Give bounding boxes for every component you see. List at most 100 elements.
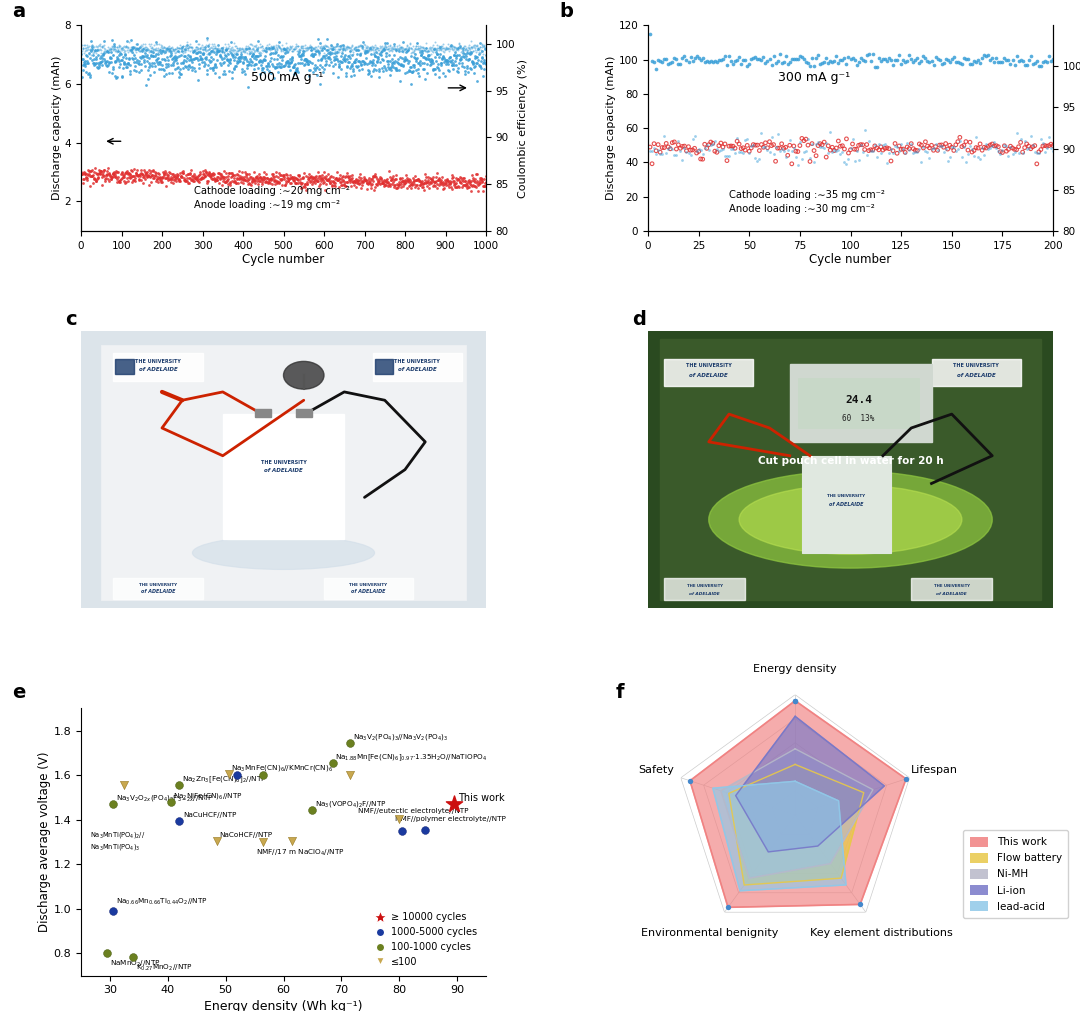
- Point: [399, 180, 416, 196]
- Point: [834, 52, 851, 68]
- Point: [448, 175, 465, 191]
- Point: [267, 43, 284, 60]
- Point: [186, 170, 203, 186]
- Point: [108, 169, 125, 185]
- Point: [237, 66, 254, 82]
- Point: [161, 41, 178, 58]
- Point: [346, 173, 363, 189]
- Point: [324, 755, 341, 771]
- Point: [292, 171, 309, 187]
- Point: [264, 56, 281, 72]
- Point: [320, 45, 337, 62]
- Point: [311, 171, 328, 187]
- Point: [181, 166, 199, 182]
- Point: [103, 50, 120, 66]
- Point: [899, 139, 916, 155]
- Point: [305, 169, 322, 185]
- Point: [387, 171, 404, 187]
- Point: [279, 43, 296, 60]
- Point: [773, 135, 791, 152]
- Point: [391, 811, 408, 827]
- Point: [393, 40, 410, 57]
- Point: [238, 39, 255, 56]
- Point: [81, 69, 98, 85]
- Point: [265, 58, 282, 74]
- Point: [98, 43, 116, 60]
- Point: [116, 167, 133, 183]
- Point: [698, 136, 715, 153]
- Point: [311, 61, 328, 77]
- Point: [808, 50, 825, 66]
- Point: [143, 48, 160, 64]
- Point: [248, 173, 266, 189]
- Point: [130, 167, 147, 183]
- Point: [79, 167, 96, 183]
- Point: [99, 43, 117, 60]
- Point: [243, 48, 260, 64]
- Point: [927, 50, 944, 66]
- Point: [229, 42, 246, 59]
- Point: [720, 49, 738, 65]
- Point: [222, 173, 240, 189]
- Point: [446, 796, 463, 812]
- Point: [448, 40, 465, 57]
- Point: [210, 41, 227, 58]
- Point: [127, 55, 145, 71]
- Point: [158, 66, 175, 82]
- Point: [445, 173, 462, 189]
- Point: [380, 48, 397, 64]
- Point: [306, 38, 323, 55]
- Point: [954, 149, 971, 165]
- Point: [80, 45, 97, 62]
- Point: [338, 165, 355, 181]
- Point: [940, 141, 957, 157]
- Point: [339, 169, 356, 185]
- Point: [297, 51, 314, 67]
- Point: [119, 55, 136, 71]
- Point: [402, 49, 419, 65]
- Point: [170, 59, 187, 75]
- Point: [95, 36, 112, 53]
- Point: [197, 164, 214, 180]
- Point: [159, 169, 176, 185]
- Point: [93, 166, 110, 182]
- Y-axis label: Coulombic efficiency (%): Coulombic efficiency (%): [518, 59, 528, 197]
- Point: [292, 175, 309, 191]
- Point: [461, 39, 478, 56]
- Point: [922, 53, 940, 69]
- Point: [222, 169, 240, 185]
- Point: [387, 39, 404, 56]
- Point: [148, 52, 165, 68]
- Point: [125, 161, 143, 177]
- Point: [454, 45, 471, 62]
- Point: [450, 179, 468, 195]
- Point: [728, 133, 745, 150]
- Point: [151, 54, 168, 70]
- Point: [408, 50, 426, 66]
- Point: [286, 41, 303, 58]
- Point: [270, 175, 287, 191]
- Point: [266, 169, 283, 185]
- Point: [140, 177, 158, 193]
- Point: [447, 44, 464, 61]
- Point: [473, 39, 490, 56]
- Point: [294, 47, 311, 63]
- Point: [642, 25, 659, 41]
- Point: [389, 41, 406, 58]
- Point: [444, 181, 461, 197]
- Point: [455, 41, 472, 58]
- Point: [86, 51, 104, 67]
- Point: [278, 166, 295, 182]
- Point: [173, 41, 190, 58]
- Point: [217, 165, 234, 181]
- Point: [433, 37, 450, 54]
- Point: [396, 53, 414, 69]
- Point: [345, 43, 362, 60]
- Point: [262, 38, 280, 55]
- Point: [345, 54, 362, 70]
- Point: [325, 44, 342, 61]
- Point: [90, 57, 108, 73]
- Point: [265, 45, 282, 62]
- Point: [78, 40, 95, 57]
- Point: [1044, 52, 1062, 68]
